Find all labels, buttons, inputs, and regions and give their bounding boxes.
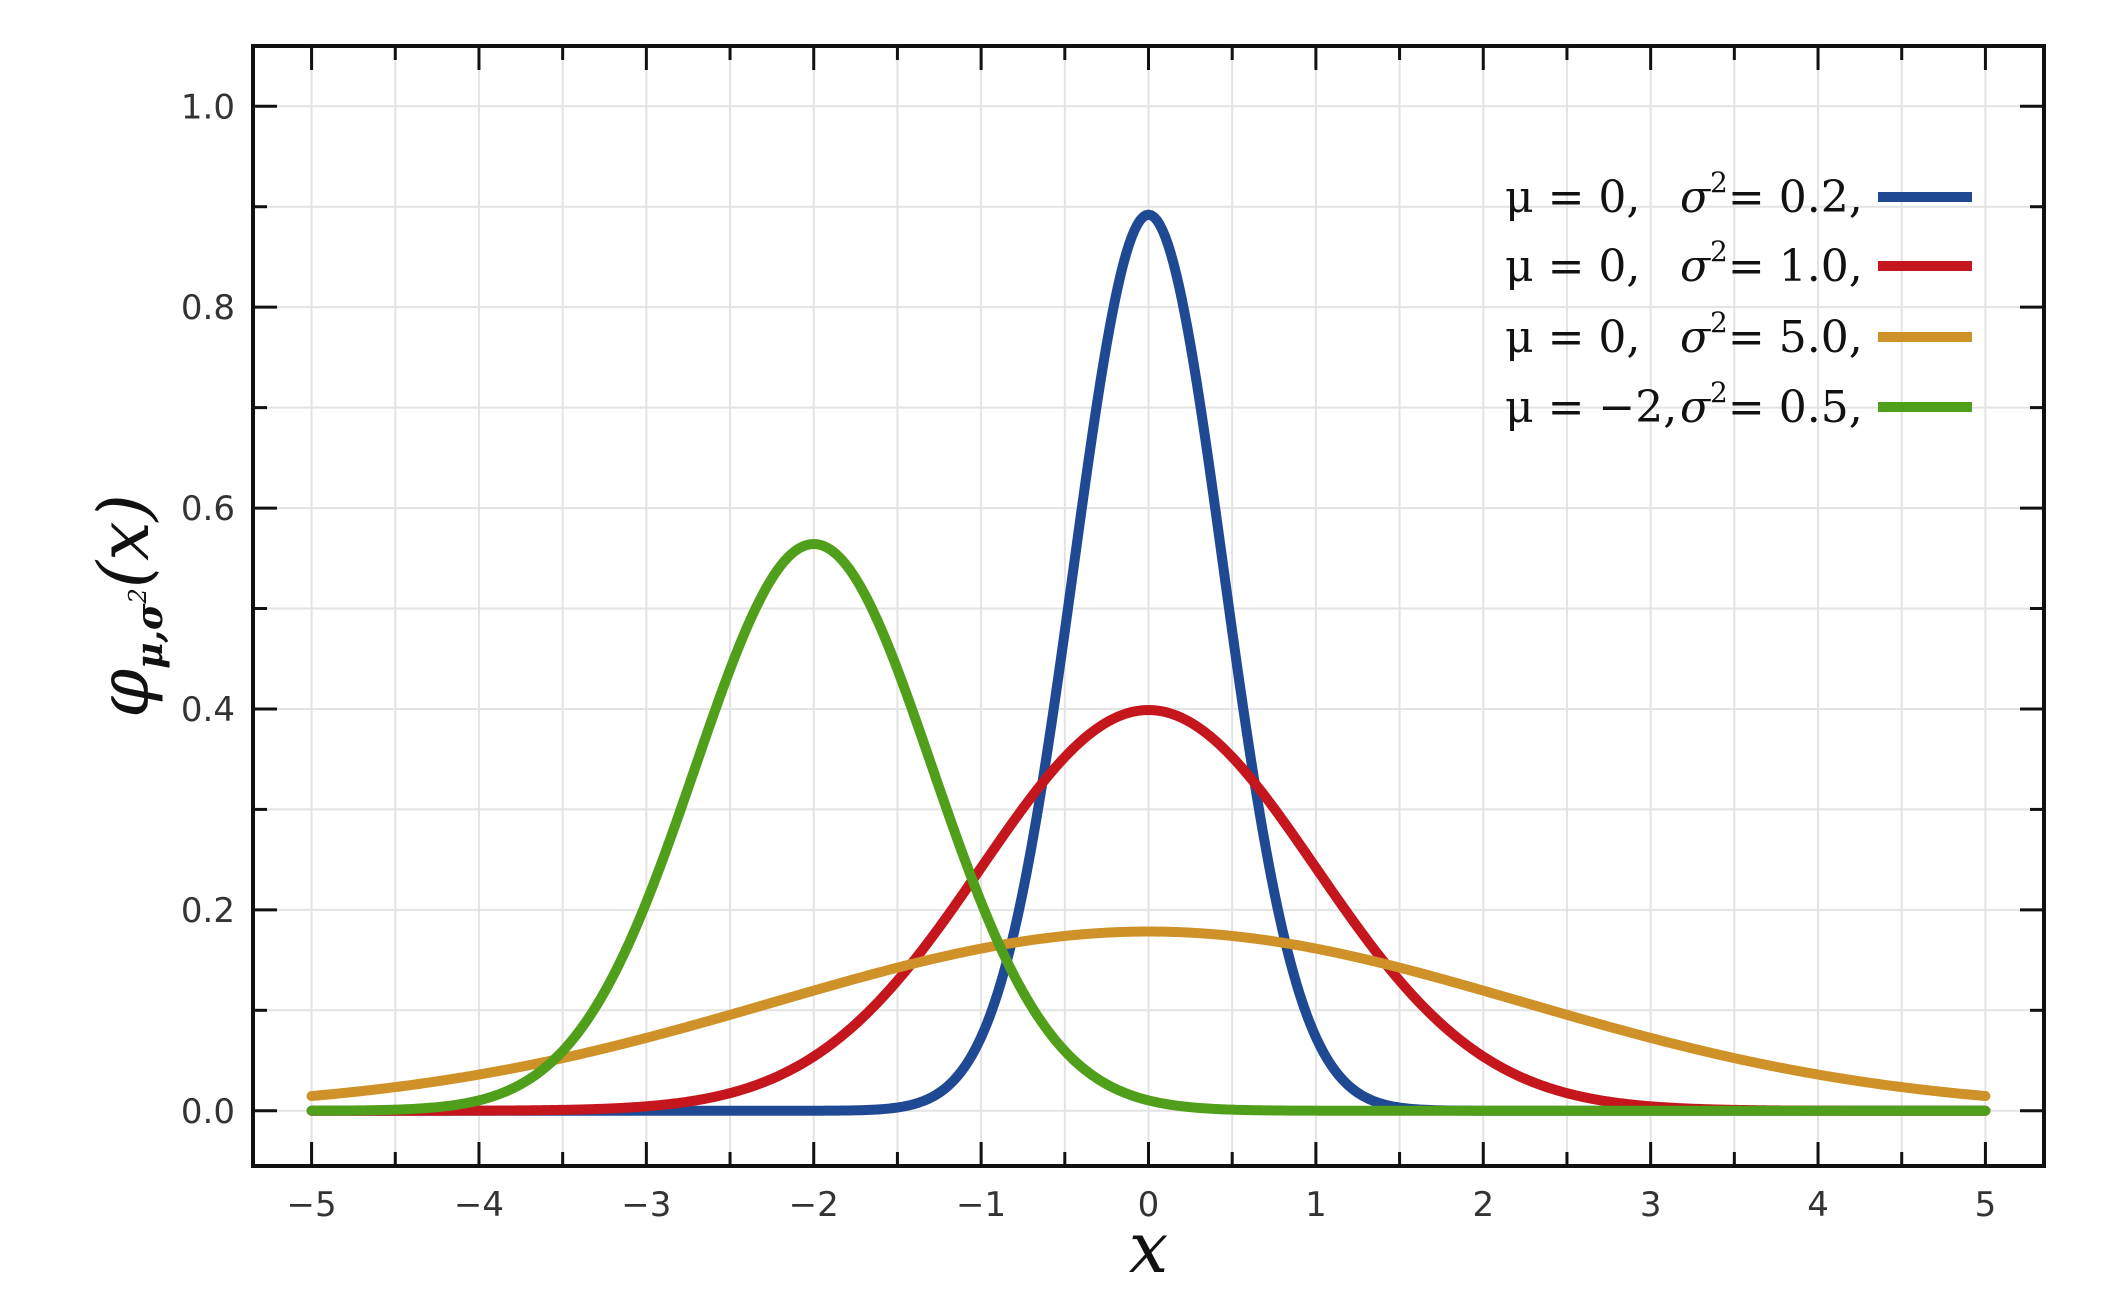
y-tick-label: 1.0 bbox=[181, 87, 235, 127]
x-tick-label: −4 bbox=[454, 1185, 504, 1225]
x-tick-label: 0 bbox=[1138, 1185, 1160, 1225]
legend-sigma-label: σ2= 0.5, bbox=[1680, 376, 1863, 433]
axis-ticks bbox=[253, 46, 2044, 1166]
legend-mu-label: μ = 0, bbox=[1505, 312, 1640, 363]
y-tick-label: 0.6 bbox=[181, 489, 235, 529]
x-tick-label: −3 bbox=[621, 1185, 671, 1225]
x-tick-label: 3 bbox=[1640, 1185, 1662, 1225]
y-axis-title-base: φ bbox=[83, 669, 165, 718]
x-tick-label: −5 bbox=[287, 1185, 337, 1225]
x-axis-title: x bbox=[1129, 1207, 1168, 1289]
x-tick-label: 4 bbox=[1807, 1185, 1829, 1225]
y-tick-label: 0.4 bbox=[181, 690, 235, 730]
x-tick-label: 2 bbox=[1472, 1185, 1494, 1225]
x-tick-label: 5 bbox=[1975, 1185, 1997, 1225]
x-tick-label: −2 bbox=[789, 1185, 839, 1225]
series-curves bbox=[306, 209, 1991, 1116]
y-tick-label: 0.0 bbox=[181, 1092, 235, 1132]
x-tick-label: −1 bbox=[956, 1185, 1006, 1225]
legend-mu-label: μ = −2, bbox=[1505, 382, 1677, 433]
y-tick-label: 0.2 bbox=[181, 891, 235, 931]
y-axis-title-arg: (x) bbox=[83, 494, 165, 588]
legend-mu-label: μ = 0, bbox=[1505, 172, 1640, 223]
legend: μ = 0, σ2= 0.2, μ = 0, σ2= 1.0, μ = 0, σ2= 5.… bbox=[1505, 166, 1972, 433]
legend-sigma-label: σ2= 0.2, bbox=[1680, 166, 1863, 223]
series-line bbox=[306, 539, 1991, 1116]
y-axis-title-sup: 2 bbox=[124, 588, 152, 604]
x-tick-label: 1 bbox=[1305, 1185, 1327, 1225]
x-tick-labels: −5 −4 −3 −2 −1 0 1 2 3 4 5 bbox=[287, 1185, 1997, 1225]
legend-mu-label: μ = 0, bbox=[1505, 241, 1640, 292]
y-tick-label: 0.8 bbox=[181, 288, 235, 328]
y-tick-labels: 0.0 0.2 0.4 0.6 0.8 1.0 bbox=[181, 87, 235, 1131]
y-axis-title: φμ,σ2(x) bbox=[83, 494, 171, 718]
series-line bbox=[306, 926, 1991, 1102]
legend-sigma-label: σ2= 1.0, bbox=[1680, 235, 1863, 292]
legend-sigma-label: σ2= 5.0, bbox=[1680, 306, 1863, 363]
y-axis-title-sub: μ,σ bbox=[129, 603, 171, 669]
